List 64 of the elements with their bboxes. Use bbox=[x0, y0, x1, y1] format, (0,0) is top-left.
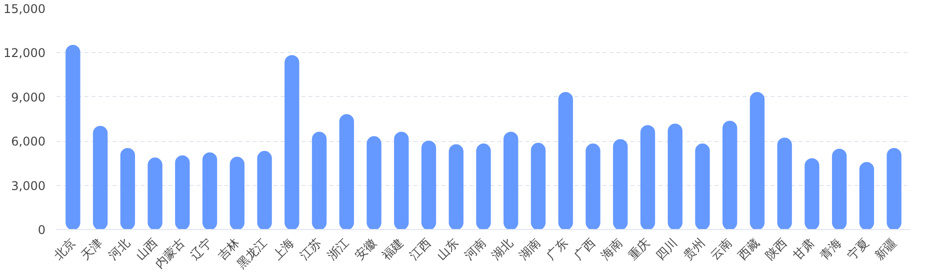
bar bbox=[366, 136, 382, 230]
x-tick-label: 新疆 bbox=[872, 236, 900, 262]
bar bbox=[476, 144, 491, 230]
x-tick-label: 浙江 bbox=[324, 236, 352, 262]
x-tick-label: 西藏 bbox=[735, 236, 762, 262]
x-tick-label: 山东 bbox=[434, 236, 462, 262]
x-tick-label: 海南 bbox=[598, 236, 626, 262]
x-tick-label: 安徽 bbox=[352, 236, 379, 262]
bar bbox=[859, 162, 874, 230]
x-tick-label: 四川 bbox=[653, 236, 680, 262]
y-tick-label: 0 bbox=[38, 223, 46, 237]
bar bbox=[722, 120, 738, 230]
x-tick-label: 福建 bbox=[379, 236, 406, 262]
bar bbox=[339, 114, 354, 230]
bar bbox=[312, 132, 327, 230]
x-tick-label: 甘肃 bbox=[790, 236, 817, 262]
x-tick-label: 上海 bbox=[270, 236, 297, 262]
bar bbox=[202, 152, 218, 230]
bar bbox=[148, 158, 162, 230]
x-tick-label: 辽宁 bbox=[188, 236, 215, 262]
bar bbox=[586, 144, 600, 230]
bar bbox=[284, 55, 300, 230]
bar bbox=[750, 92, 765, 230]
x-tick-label: 云南 bbox=[708, 236, 735, 262]
bar bbox=[448, 144, 464, 230]
bar bbox=[120, 148, 136, 230]
x-tick-label: 河南 bbox=[462, 236, 488, 262]
bar bbox=[175, 155, 190, 230]
bar bbox=[394, 132, 409, 230]
x-tick-label: 北京 bbox=[51, 236, 78, 262]
x-tick-label: 广西 bbox=[571, 236, 598, 262]
x-tick-label: 江西 bbox=[406, 236, 434, 262]
bar bbox=[421, 140, 436, 230]
y-tick-label: 15,000 bbox=[4, 2, 46, 16]
bar bbox=[92, 126, 108, 230]
bar bbox=[777, 138, 792, 230]
x-tick-label: 宁夏 bbox=[844, 236, 872, 262]
bar bbox=[640, 125, 656, 230]
bar bbox=[668, 124, 682, 230]
y-tick-label: 12,000 bbox=[4, 46, 46, 60]
x-tick-label: 重庆 bbox=[626, 236, 653, 262]
bar bbox=[613, 139, 628, 230]
bar bbox=[230, 156, 244, 230]
bar bbox=[66, 44, 80, 230]
bar bbox=[504, 132, 518, 230]
bar bbox=[804, 158, 820, 230]
x-tick-label: 陕西 bbox=[762, 236, 790, 262]
x-tick-label: 江苏 bbox=[297, 236, 324, 262]
x-tick-label: 天津 bbox=[78, 236, 106, 262]
bar bbox=[257, 150, 272, 230]
x-tick-label: 贵州 bbox=[680, 236, 708, 262]
y-tick-label: 9,000 bbox=[11, 90, 46, 104]
x-tick-label: 湖南 bbox=[516, 236, 544, 262]
bar bbox=[695, 144, 710, 230]
x-tick-label: 广东 bbox=[544, 236, 571, 262]
y-tick-label: 3,000 bbox=[11, 178, 46, 193]
x-tick-label: 湖北 bbox=[488, 236, 516, 262]
bar bbox=[530, 142, 546, 230]
y-tick-label: 6,000 bbox=[11, 134, 46, 149]
bar bbox=[832, 148, 847, 230]
x-tick-label: 河北 bbox=[106, 236, 133, 262]
bar bbox=[886, 148, 902, 230]
bar bbox=[558, 92, 573, 230]
x-tick-label: 青海 bbox=[817, 236, 844, 262]
